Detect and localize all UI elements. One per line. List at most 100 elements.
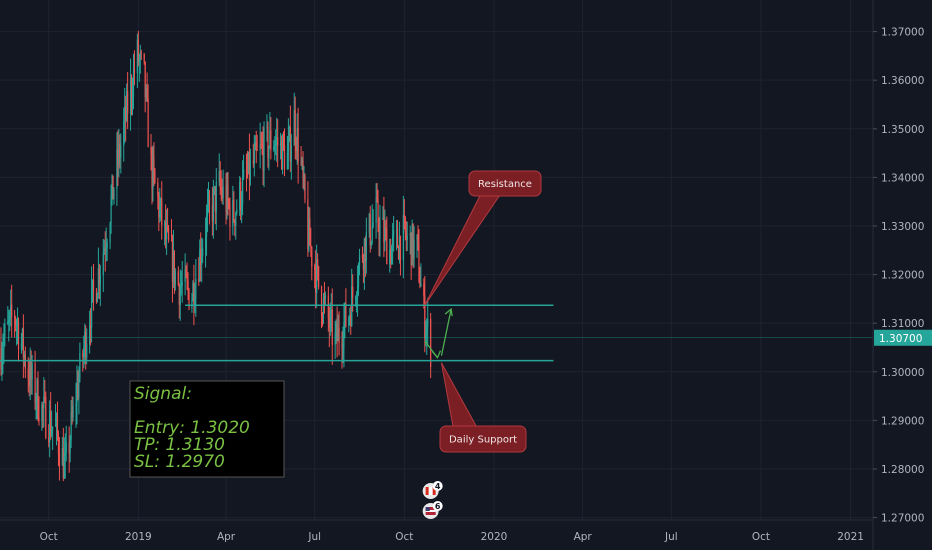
candle-body <box>404 217 406 233</box>
candle <box>99 265 101 307</box>
current-price-tag[interactable] <box>874 329 932 346</box>
candle <box>412 223 414 269</box>
event-marker[interactable]: 4 <box>422 481 443 499</box>
candle <box>22 314 24 378</box>
candle <box>63 437 65 480</box>
candle-body <box>410 233 412 266</box>
candle-body <box>248 152 251 181</box>
candle-body <box>159 205 161 218</box>
candle-body <box>116 149 118 190</box>
candle-body <box>207 197 210 207</box>
candle-body <box>85 331 87 358</box>
annotations[interactable]: Resistance Daily Support Signal: Entry: 1.3… <box>129 170 542 519</box>
candle <box>362 253 365 284</box>
candle <box>420 263 422 287</box>
candle-body <box>104 248 106 251</box>
candle-body <box>8 319 10 322</box>
candle-body <box>267 126 269 158</box>
candle-body <box>350 314 352 326</box>
candle-body <box>233 199 235 221</box>
candle-body <box>241 204 243 211</box>
candle-body <box>344 303 346 322</box>
candle-body <box>152 157 154 189</box>
event-marker[interactable]: 6 <box>422 501 443 519</box>
candle-body <box>167 228 170 240</box>
candle <box>77 370 79 401</box>
candle-body <box>406 235 408 240</box>
candle <box>205 204 208 256</box>
candle-body <box>187 280 189 290</box>
candle <box>58 437 61 481</box>
candle <box>320 285 323 329</box>
candle <box>186 262 188 291</box>
candle-body <box>379 219 381 239</box>
candle-body <box>89 325 91 345</box>
candle-body <box>365 232 367 262</box>
candle-body <box>72 406 74 418</box>
event-count: 4 <box>435 482 441 491</box>
candle-body <box>247 152 250 173</box>
candle <box>403 199 405 230</box>
callout-box[interactable] <box>468 170 542 197</box>
candle-body <box>58 453 61 466</box>
candle <box>55 412 58 446</box>
candle <box>49 400 51 458</box>
candle <box>161 181 163 240</box>
candle-body <box>320 286 323 317</box>
candle <box>213 185 215 196</box>
candle-body <box>174 271 176 284</box>
y-tick-label: 1.28000 <box>881 464 924 476</box>
candle <box>24 346 26 379</box>
support-callout[interactable]: Daily Support <box>439 362 527 453</box>
candle-body <box>227 184 229 202</box>
candle <box>286 135 289 170</box>
signal-line: Entry: 1.3020 <box>134 418 250 438</box>
candle-body <box>229 204 231 227</box>
candle-body <box>249 160 252 181</box>
candle-body <box>323 298 326 300</box>
candle <box>7 306 9 326</box>
up-arrow-icon[interactable] <box>440 309 452 356</box>
level-lines[interactable] <box>0 304 873 362</box>
candle-body <box>147 98 149 147</box>
candle-body <box>328 318 330 328</box>
candle-body <box>166 226 169 229</box>
candle <box>301 156 303 171</box>
candle-body <box>200 248 202 265</box>
candle-body <box>202 248 204 257</box>
candle-body <box>336 323 338 341</box>
candle <box>430 313 432 379</box>
candle-body <box>0 347 2 370</box>
candle-body <box>327 295 329 319</box>
candle <box>214 186 216 225</box>
candle-body <box>185 268 187 277</box>
signal-line: SL: 1.2970 <box>134 452 225 472</box>
candle-body <box>293 109 295 146</box>
candle-body <box>27 368 29 380</box>
candle <box>124 87 126 144</box>
candle-body <box>14 319 17 325</box>
candle-body <box>24 354 26 369</box>
candle-body <box>132 69 135 98</box>
candle-body <box>412 224 414 259</box>
callout-box[interactable] <box>439 425 527 453</box>
candle-body <box>173 250 176 284</box>
x-tick-label: Apr <box>217 531 236 543</box>
candle-body <box>322 298 325 319</box>
candle-body <box>71 412 73 418</box>
candle <box>54 403 57 427</box>
candle <box>119 134 121 169</box>
candle <box>36 377 38 420</box>
candle <box>281 133 284 175</box>
resistance-callout[interactable]: Resistance <box>424 170 542 306</box>
candle <box>304 173 306 204</box>
candle <box>166 207 169 233</box>
candle <box>266 114 268 142</box>
candle <box>334 320 336 359</box>
signal-line: TP: 1.3130 <box>134 435 225 455</box>
candle-body <box>426 327 428 334</box>
candle <box>143 53 145 65</box>
